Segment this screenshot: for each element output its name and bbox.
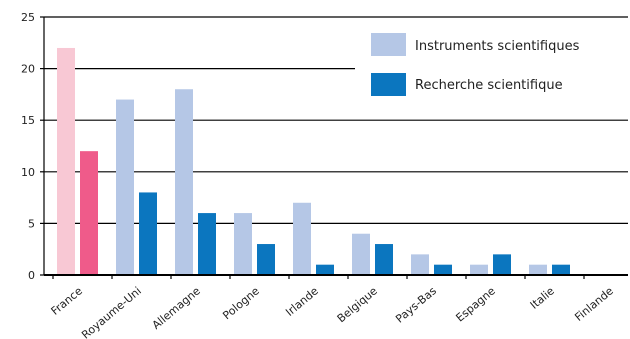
bar-instruments-6 bbox=[411, 254, 429, 275]
x-tick-label: Pays-Bas bbox=[393, 284, 439, 325]
y-tick-label: 20 bbox=[21, 63, 35, 76]
y-tick-label: 0 bbox=[28, 269, 35, 282]
bar-recherche-7 bbox=[493, 254, 511, 275]
x-tick-label: Espagne bbox=[453, 284, 498, 324]
bar-instruments-2 bbox=[175, 89, 193, 276]
bar-instruments-5 bbox=[352, 233, 370, 275]
x-tick-label: Italie bbox=[528, 284, 557, 312]
bar-instruments-4 bbox=[293, 202, 311, 275]
legend: Instruments scientifiques Recherche scie… bbox=[355, 25, 630, 100]
y-tick-labels: 0 5 10 15 20 25 bbox=[21, 11, 35, 282]
bar-recherche-0 bbox=[80, 151, 98, 275]
x-tick-label: Pologne bbox=[220, 284, 262, 322]
bars bbox=[57, 47, 570, 276]
x-tick-label: Allemagne bbox=[150, 284, 203, 332]
x-tick-label: Irlande bbox=[283, 284, 321, 319]
x-tick-label: Finlande bbox=[572, 284, 616, 324]
legend-label-instruments: Instruments scientifiques bbox=[415, 39, 580, 54]
bar-instruments-0 bbox=[57, 47, 75, 276]
bar-instruments-1 bbox=[116, 99, 134, 275]
legend-swatch-instruments bbox=[371, 33, 406, 56]
x-tick-label: France bbox=[49, 284, 86, 318]
bar-recherche-2 bbox=[198, 213, 216, 275]
bar-recherche-3 bbox=[257, 244, 275, 275]
bar-recherche-1 bbox=[139, 192, 157, 275]
legend-label-recherche: Recherche scientifique bbox=[415, 78, 563, 93]
x-tick-label: Royaume-Uni bbox=[79, 284, 144, 339]
bar-recherche-4 bbox=[316, 264, 334, 275]
bar-recherche-5 bbox=[375, 244, 393, 275]
legend-swatch-recherche bbox=[371, 73, 406, 96]
y-tick-label: 15 bbox=[21, 114, 35, 127]
bar-instruments-3 bbox=[234, 213, 252, 275]
x-tick-label: Belgique bbox=[335, 284, 380, 325]
bar-recherche-6 bbox=[434, 264, 452, 275]
bar-recherche-8 bbox=[552, 264, 570, 275]
y-tick-label: 25 bbox=[21, 11, 35, 24]
y-tick-label: 5 bbox=[28, 217, 35, 230]
y-tick-label: 10 bbox=[21, 166, 35, 179]
bar-instruments-7 bbox=[470, 264, 488, 275]
bar-instruments-8 bbox=[529, 264, 547, 275]
axes bbox=[40, 16, 628, 279]
